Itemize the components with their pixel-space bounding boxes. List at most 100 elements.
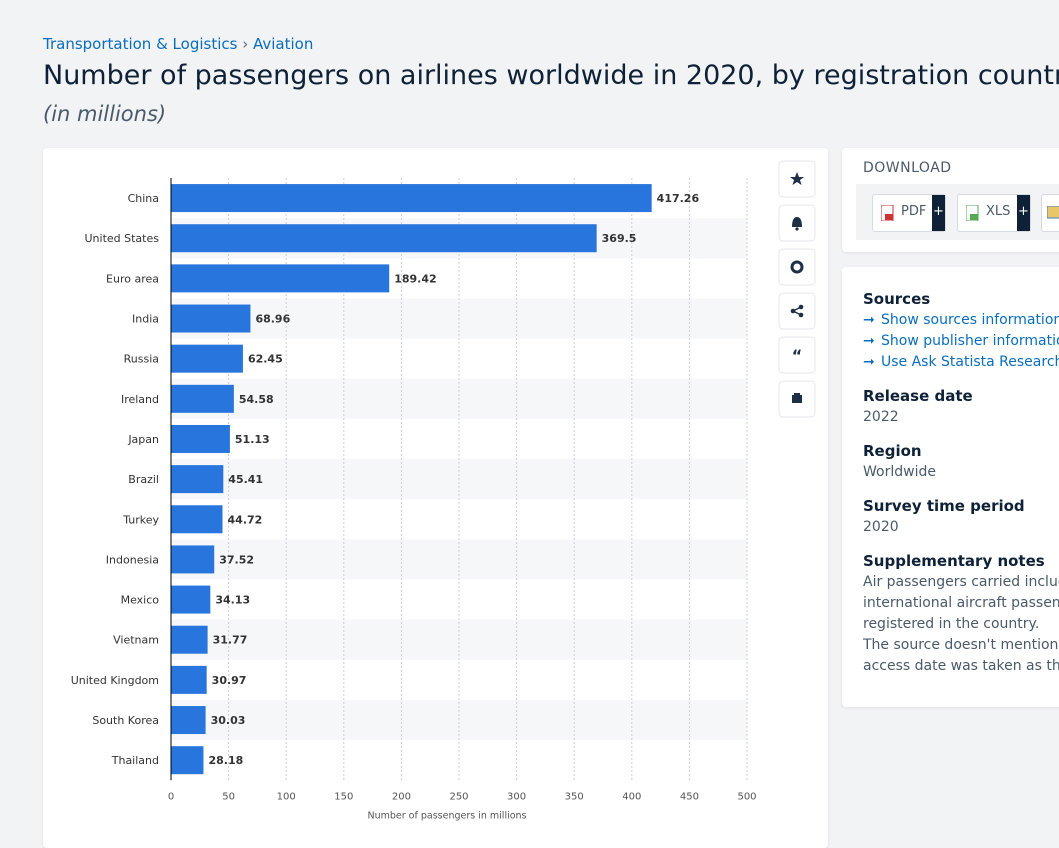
y-tick-label: India <box>132 313 159 326</box>
details-card: Sources ➞ Show sources information ➞ Show pu… <box>842 267 1059 707</box>
notes-title: Supplementary notes <box>863 552 1045 570</box>
bar <box>171 625 208 654</box>
bar <box>171 184 652 213</box>
xls-icon <box>966 205 979 221</box>
y-tick-label: Japan <box>127 433 159 446</box>
tool-share[interactable] <box>778 292 816 330</box>
value-label: 37.52 <box>219 553 254 566</box>
tool-alert[interactable] <box>778 204 816 242</box>
image-icon <box>1047 206 1059 219</box>
note-line: registered in the country. <box>863 616 1040 632</box>
value-label: 68.96 <box>255 313 290 326</box>
download-pdf[interactable]: PDF + <box>872 194 946 232</box>
value-label: 28.18 <box>208 754 243 767</box>
value-label: 54.58 <box>239 393 274 406</box>
bar <box>171 746 204 775</box>
y-tick-label: South Korea <box>92 714 159 727</box>
source-link[interactable]: Show publisher information <box>881 333 1059 349</box>
chart: 0 50 100 150 200 250 300 350 400 450 500 Number of … <box>71 178 757 821</box>
breadcrumb: Transportation & Logistics › Aviation <box>43 35 313 53</box>
button-plus: + <box>1017 195 1030 231</box>
separator: › <box>242 35 253 53</box>
value-label: 30.03 <box>211 714 246 727</box>
download-title: DOWNLOAD <box>863 160 952 176</box>
y-tick-label: Euro area <box>106 272 159 285</box>
bar <box>171 585 211 614</box>
value-label: 189.42 <box>394 272 436 285</box>
y-tick-label: Indonesia <box>106 553 159 566</box>
x-tick-label: 450 <box>680 791 699 802</box>
sources-title: Sources <box>863 290 931 308</box>
arrow: ➞ <box>863 333 875 349</box>
button-label: XLS <box>986 204 1011 219</box>
bar <box>171 706 206 735</box>
chart-card: 0 50 100 150 200 250 300 350 400 450 500 Number of … <box>43 148 828 848</box>
x-tick-label: 500 <box>737 791 756 802</box>
toolbar: “ <box>778 160 816 418</box>
value-label: 44.72 <box>228 513 263 526</box>
breadcrumb-link[interactable]: Aviation <box>253 35 314 53</box>
tool-print[interactable] <box>778 380 816 418</box>
arrow: ➞ <box>863 354 875 370</box>
y-tick-label: United States <box>85 232 160 245</box>
y-tick-label: Vietnam <box>113 634 159 647</box>
breadcrumb-link[interactable]: Transportation & Logistics <box>43 35 238 53</box>
x-tick-label: 150 <box>334 791 353 802</box>
value-label: 51.13 <box>235 433 270 446</box>
value-label: 31.77 <box>213 634 248 647</box>
y-tick-label: Thailand <box>111 754 159 767</box>
x-tick-label: 0 <box>168 791 174 802</box>
x-tick-label: 100 <box>277 791 296 802</box>
note-line: international aircraft passenger <box>863 595 1059 611</box>
detail-value: 2020 <box>863 519 899 535</box>
bar <box>171 384 234 413</box>
source-link[interactable]: Use Ask Statista Research Se <box>881 354 1059 370</box>
y-tick-label: Brazil <box>128 473 159 486</box>
y-tick-label: Mexico <box>121 594 160 607</box>
bar <box>171 344 243 373</box>
detail-value: 2022 <box>863 409 899 425</box>
x-tick-label: 400 <box>622 791 641 802</box>
y-tick-label: Ireland <box>121 393 159 406</box>
bar <box>171 304 251 333</box>
source-link[interactable]: Show sources information <box>881 312 1059 328</box>
x-axis-label: Number of passengers in millions <box>368 810 527 821</box>
y-tick-label: United Kingdom <box>71 674 159 687</box>
value-label: 62.45 <box>248 353 283 366</box>
x-tick-label: 300 <box>507 791 526 802</box>
bar <box>171 264 390 293</box>
bar <box>171 465 224 494</box>
detail-label: Survey time period <box>863 497 1025 515</box>
download-card: DOWNLOAD PDF + XLS + <box>842 148 1059 252</box>
x-tick-label: 350 <box>565 791 584 802</box>
value-label: 369.5 <box>602 232 637 245</box>
page-title: Number of passengers on airlines worldwi… <box>43 60 1059 91</box>
note-line: The source doesn't mention a r <box>863 637 1059 653</box>
bar <box>171 424 230 453</box>
note-line: Air passengers carried include b <box>863 574 1059 590</box>
bar <box>171 665 207 694</box>
value-label: 34.13 <box>215 594 250 607</box>
y-tick-label: Turkey <box>122 513 159 526</box>
x-tick-label: 50 <box>222 791 235 802</box>
value-label: 417.26 <box>657 192 700 205</box>
y-tick-label: China <box>128 192 159 205</box>
page-subtitle: (in millions) <box>43 102 167 126</box>
value-label: 45.41 <box>228 473 263 486</box>
bar <box>171 505 223 534</box>
value-label: 30.97 <box>212 674 247 687</box>
pdf-icon <box>881 205 894 221</box>
tool-cite[interactable]: “ <box>778 336 816 374</box>
button-label: PDF <box>901 204 927 219</box>
x-tick-label: 200 <box>392 791 411 802</box>
download-image[interactable] <box>1041 194 1059 232</box>
detail-label: Region <box>863 442 922 460</box>
download-xls[interactable]: XLS + <box>957 194 1031 232</box>
bar <box>171 545 215 574</box>
arrow: ➞ <box>863 312 875 328</box>
tool-favorite[interactable] <box>778 160 816 198</box>
tool-settings[interactable] <box>778 248 816 286</box>
svg-text:“: “ <box>792 346 803 365</box>
y-tick-label: Russia <box>124 353 159 366</box>
